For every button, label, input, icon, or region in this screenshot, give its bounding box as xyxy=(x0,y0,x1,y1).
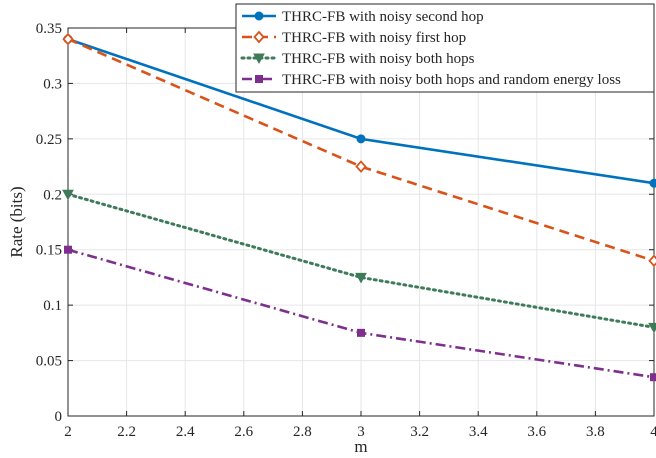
y-tick-label: 0 xyxy=(55,409,63,425)
x-tick-label: 3.6 xyxy=(527,424,546,440)
x-tick-label: 4 xyxy=(650,424,656,440)
legend-label: THRC-FB with noisy first hop xyxy=(282,30,466,46)
series-group xyxy=(62,32,656,382)
legend-marker xyxy=(255,75,263,83)
series-2 xyxy=(62,32,656,268)
x-tick-label: 2.8 xyxy=(293,424,312,440)
series-4 xyxy=(64,245,656,382)
y-axis-ticks: 0 0.05 0.1 0.15 0.2 0.25 0.3 0.35 xyxy=(36,21,654,425)
x-tick-label: 3.4 xyxy=(469,424,488,440)
x-tick-label: 3 xyxy=(357,424,365,440)
legend-item: THRC-FB with noisy both hops xyxy=(240,51,475,67)
y-tick-label: 0.3 xyxy=(43,76,62,92)
data-point xyxy=(648,254,656,268)
y-tick-label: 0.2 xyxy=(43,187,62,203)
x-tick-label: 2 xyxy=(64,424,72,440)
data-point xyxy=(650,373,656,382)
x-axis-label: m xyxy=(354,437,367,456)
y-tick-label: 0.25 xyxy=(36,132,62,148)
x-tick-label: 2.2 xyxy=(117,424,136,440)
data-point xyxy=(355,272,367,284)
y-tick-label: 0.1 xyxy=(43,298,62,314)
x-tick-label: 3.2 xyxy=(410,424,429,440)
series-3 xyxy=(62,189,656,334)
data-point xyxy=(357,328,365,337)
legend-marker xyxy=(253,53,265,65)
legend-label: THRC-FB with noisy both hops xyxy=(282,51,475,67)
data-point xyxy=(62,189,74,201)
data-point xyxy=(64,245,72,254)
legend-label: THRC-FB with noisy both hops and random … xyxy=(282,72,621,88)
y-tick-label: 0.05 xyxy=(36,354,62,370)
y-tick-label: 0.15 xyxy=(36,243,62,259)
data-point xyxy=(356,134,366,144)
data-point xyxy=(649,178,656,188)
legend-item: THRC-FB with noisy second hop xyxy=(242,9,484,25)
x-axis-ticks: 2 2.2 2.4 2.6 2.8 3 3.2 3.4 3.6 3.8 4 xyxy=(64,28,656,440)
legend-marker xyxy=(254,11,264,21)
x-tick-label: 2.6 xyxy=(234,424,253,440)
y-axis-label: Rate (bits) xyxy=(7,186,26,257)
legend: THRC-FB with noisy second hop THRC-FB wit… xyxy=(235,3,655,93)
data-point xyxy=(355,160,367,173)
legend-item: THRC-FB with noisy both hops and random … xyxy=(242,72,621,88)
data-point xyxy=(62,32,74,46)
data-point xyxy=(648,322,656,334)
x-tick-label: 3.8 xyxy=(586,424,605,440)
x-tick-label: 2.4 xyxy=(176,424,195,440)
legend-marker xyxy=(253,30,265,44)
y-tick-label: 0.35 xyxy=(36,21,62,37)
legend-item: THRC-FB with noisy first hop xyxy=(242,30,466,46)
legend-label: THRC-FB with noisy second hop xyxy=(282,9,484,25)
legend-box xyxy=(235,3,655,93)
